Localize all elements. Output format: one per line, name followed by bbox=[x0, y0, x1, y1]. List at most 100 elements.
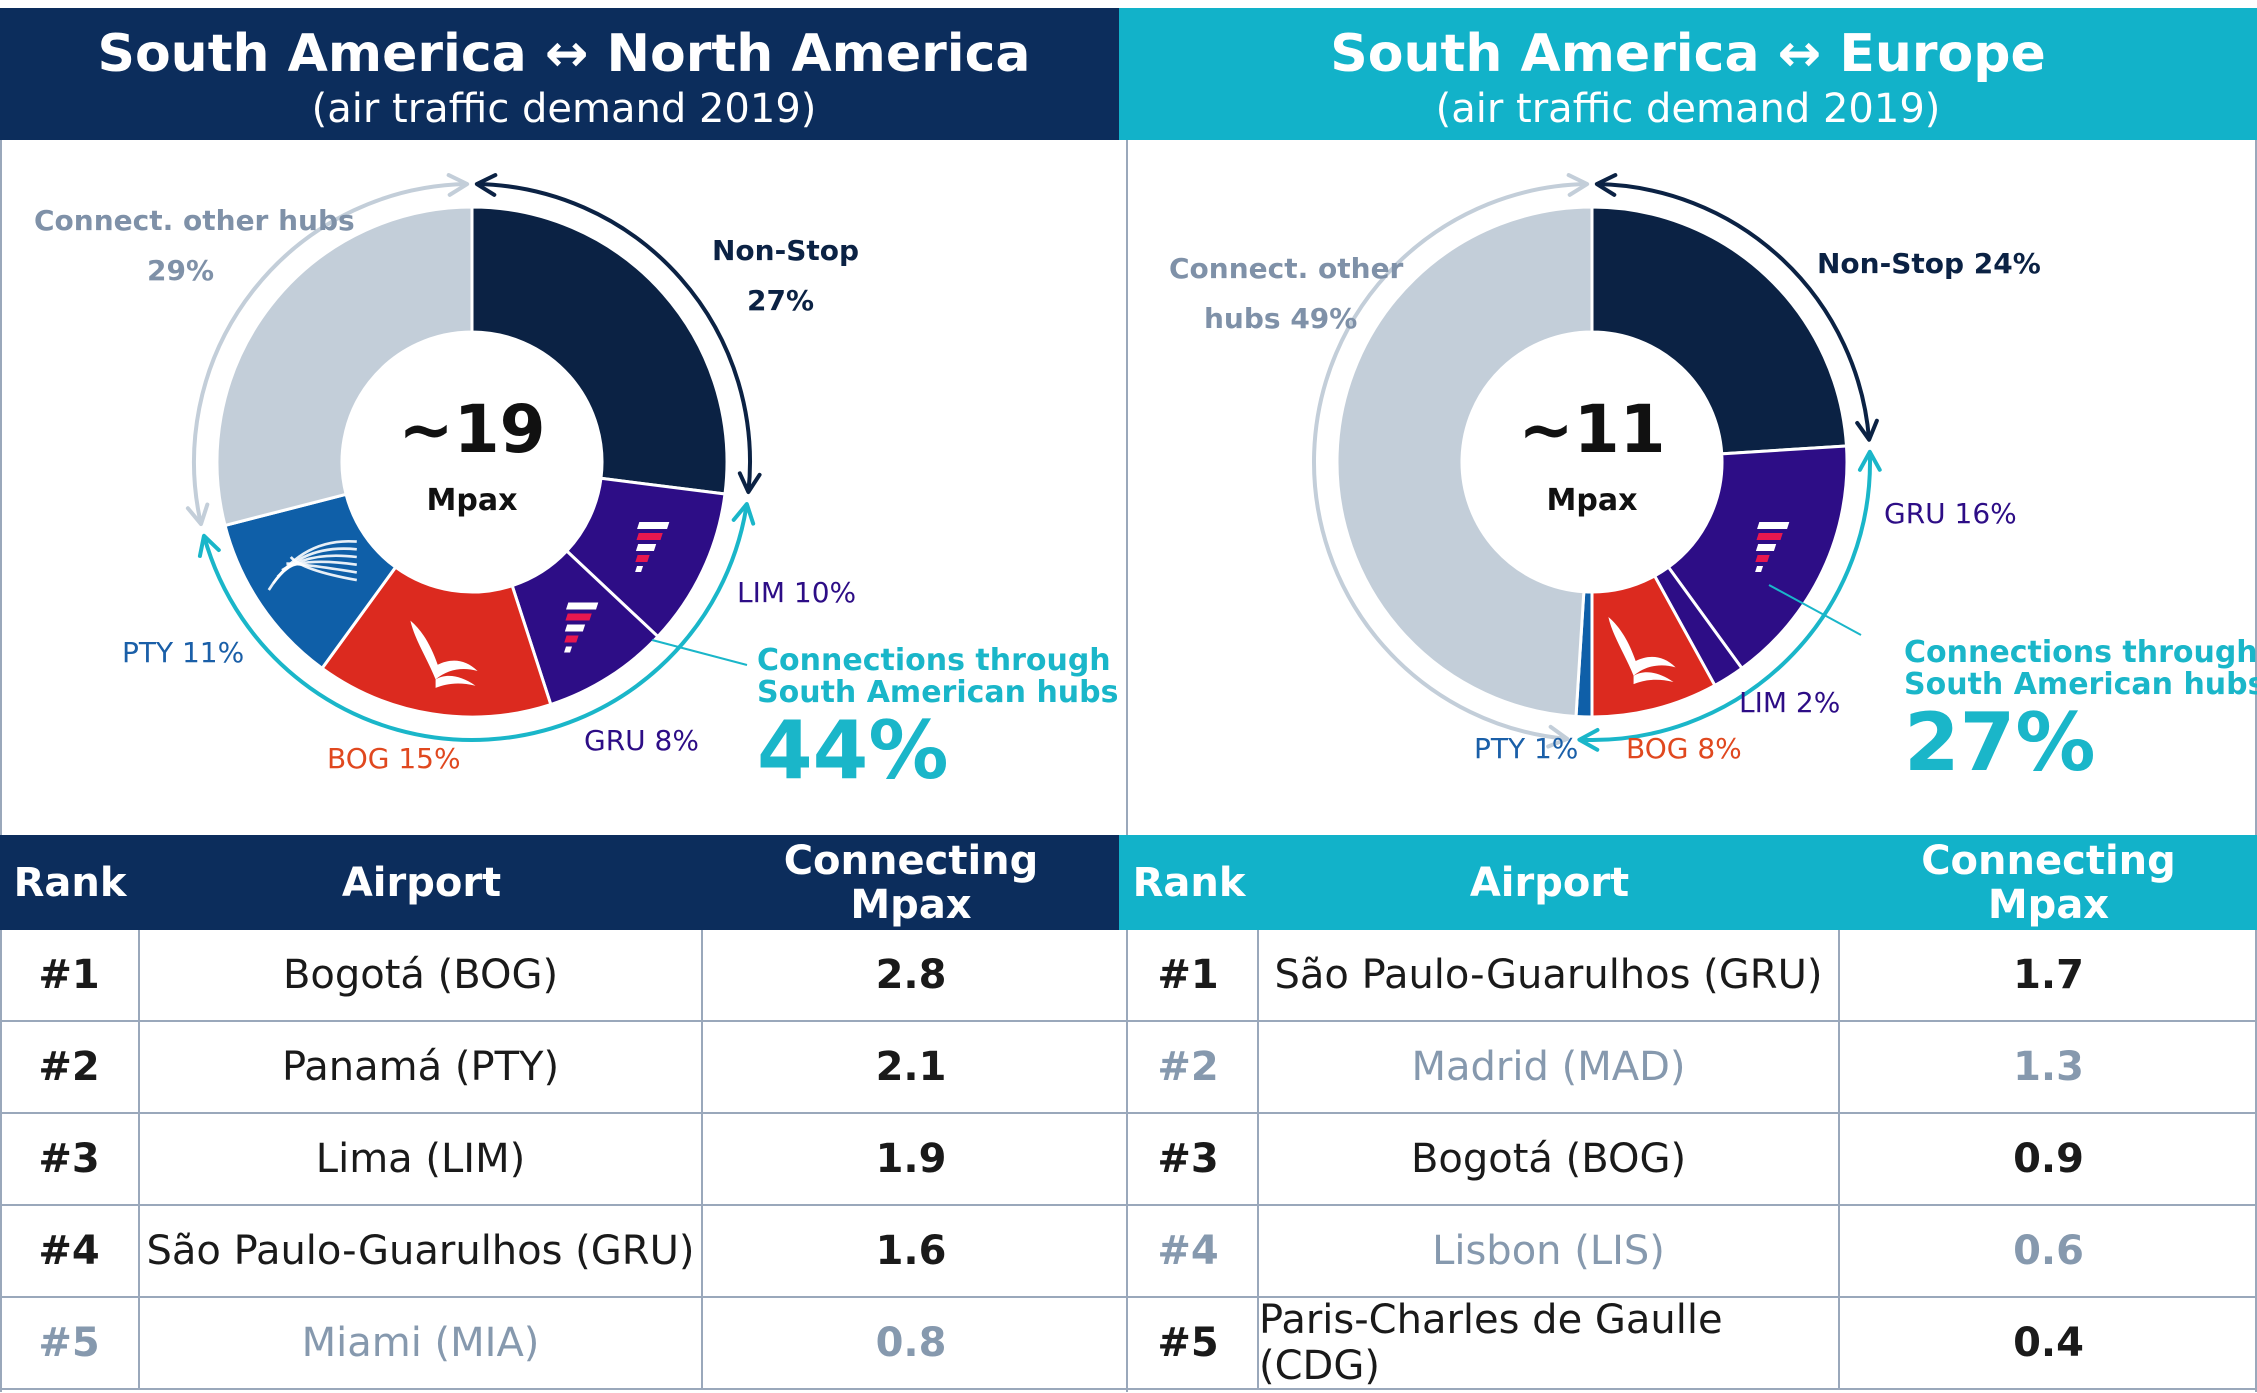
table-row: #3 Lima (LIM) 1.9 bbox=[0, 1114, 1128, 1206]
slice-label-lim: LIM 2% bbox=[1739, 686, 1840, 719]
table-row: #3 Bogotá (BOG) 0.9 bbox=[1119, 1114, 2257, 1206]
panel-subtitle: (air traffic demand 2019) bbox=[1435, 86, 1941, 132]
hubs-arrow-start bbox=[1857, 449, 1882, 472]
table-row: #2 Panamá (PTY) 2.1 bbox=[0, 1022, 1128, 1114]
table-row: #4 São Paulo-Guarulhos (GRU) 1.6 bbox=[0, 1206, 1128, 1298]
airport-cell: Panamá (PTY) bbox=[140, 1022, 703, 1112]
rank-cell: #3 bbox=[0, 1114, 140, 1204]
connecting-mpax-cell: 1.9 bbox=[875, 1136, 947, 1182]
connecting-mpax-cell: 2.8 bbox=[875, 952, 947, 998]
table-row: #4 Lisbon (LIS) 0.6 bbox=[1119, 1206, 2257, 1298]
donut-chart-north-america: ~19 Mpax Non-Stop 27% LIM 10% GRU 8% BOG 15% PT… bbox=[0, 140, 1128, 835]
nonstop-arrow-end bbox=[1855, 418, 1879, 442]
slice-label-gru: GRU 16% bbox=[1884, 497, 2017, 530]
slice-label-other-pct: hubs 49% bbox=[1204, 302, 1357, 335]
nonstop-arrow-start bbox=[474, 173, 498, 197]
hubs-arrow-end bbox=[197, 533, 221, 558]
airport-cell: Miami (MIA) bbox=[140, 1298, 703, 1388]
connecting-mpax-cell: 1.3 bbox=[2013, 1044, 2084, 1090]
rank-cell: #2 bbox=[0, 1022, 140, 1112]
other-arrow-end bbox=[1566, 173, 1590, 197]
header-rank: Rank bbox=[13, 859, 127, 906]
rank-cell: #1 bbox=[0, 930, 140, 1020]
header-europe: South America ↔ Europe (air traffic dema… bbox=[1119, 8, 2257, 140]
slice-label-bog: BOG 8% bbox=[1626, 732, 1742, 765]
slice-label-other: Connect. other bbox=[1169, 252, 1404, 285]
hubs-bracket-arc bbox=[1579, 451, 1872, 742]
donut-slice-nonstop bbox=[470, 205, 729, 496]
rank-cell: #1 bbox=[1119, 930, 1259, 1020]
rank-cell: #3 bbox=[1119, 1114, 1259, 1204]
panel-title: South America ↔ Europe bbox=[1330, 24, 2046, 84]
other-arrow-end bbox=[446, 173, 470, 197]
airport-cell: Paris-Charles de Gaulle (CDG) bbox=[1259, 1297, 1840, 1389]
slice-label-nonstop-pct: 27% bbox=[747, 284, 814, 317]
table-header: Rank Airport Connecting Mpax bbox=[1119, 835, 2257, 930]
other-hubs-bracket-arc bbox=[192, 182, 468, 525]
center-total-value: ~19 bbox=[398, 391, 545, 468]
airport-cell: São Paulo-Guarulhos (GRU) bbox=[140, 1206, 703, 1296]
annotation-leader-line bbox=[1768, 584, 1862, 636]
panel-europe: South America ↔ Europe (air traffic dema… bbox=[1119, 0, 2257, 1393]
donut-chart-europe: ~11 Mpax Non-Stop 24% GRU 16% LIM 2% BOG 8% PT… bbox=[1119, 140, 2257, 835]
header-airport: Airport bbox=[341, 859, 502, 906]
ranking-table: #1 São Paulo-Guarulhos (GRU) 1.7 #2 Madrid (… bbox=[1119, 930, 2257, 1390]
ranking-table: #1 Bogotá (BOG) 2.8 #2 Panamá (PTY) 2.1 #3 Lima… bbox=[0, 930, 1128, 1390]
header-connecting-mpax: Connecting Mpax bbox=[1921, 837, 2176, 928]
slice-label-gru: GRU 8% bbox=[584, 724, 699, 757]
panel-subtitle: (air traffic demand 2019) bbox=[311, 86, 817, 132]
donut-slice-bog bbox=[320, 565, 553, 719]
airport-cell: Lisbon (LIS) bbox=[1259, 1206, 1840, 1296]
table-row: #2 Madrid (MAD) 1.3 bbox=[1119, 1022, 2257, 1114]
nonstop-arrow-end bbox=[737, 471, 762, 495]
copa-logo-icon bbox=[267, 539, 358, 591]
other-arrow-start bbox=[185, 502, 210, 527]
donut-slice-nonstop bbox=[1590, 205, 1849, 456]
slice-label-nonstop: Non-Stop bbox=[712, 234, 859, 267]
connecting-mpax-cell: 0.8 bbox=[875, 1320, 947, 1366]
panel-north-america: South America ↔ North America (air traff… bbox=[0, 0, 1128, 1393]
donut-slice-other bbox=[1335, 205, 1594, 719]
airport-cell: São Paulo-Guarulhos (GRU) bbox=[1259, 930, 1840, 1020]
slice-label-pty: PTY 11% bbox=[122, 636, 244, 669]
rank-cell: #4 bbox=[1119, 1206, 1259, 1296]
connections-label-line2: South American hubs bbox=[1904, 667, 2257, 702]
slice-label-bog: BOG 15% bbox=[327, 742, 461, 775]
latam-logo-icon bbox=[635, 521, 670, 572]
donut-chart-svg: ~11 Mpax Non-Stop 24% GRU 16% LIM 2% BOG 8% PT… bbox=[1169, 173, 2257, 789]
connections-percentage: 44% bbox=[757, 704, 948, 797]
avianca-logo-icon bbox=[1608, 616, 1676, 685]
airport-cell: Bogotá (BOG) bbox=[140, 930, 703, 1020]
other-hubs-bracket-arc bbox=[1312, 182, 1588, 741]
header-north-america: South America ↔ North America (air traff… bbox=[0, 8, 1128, 140]
airport-cell: Madrid (MAD) bbox=[1259, 1022, 1840, 1112]
connecting-mpax-cell: 0.9 bbox=[2013, 1136, 2084, 1182]
slice-label-other: Connect. other hubs bbox=[34, 204, 355, 237]
center-total-value: ~11 bbox=[1518, 391, 1665, 468]
connections-label-line1: Connections through bbox=[1904, 635, 2257, 670]
panel-title: South America ↔ North America bbox=[97, 24, 1031, 84]
slice-label-pty: PTY 1% bbox=[1474, 732, 1578, 765]
slice-label-other-pct: 29% bbox=[147, 254, 214, 287]
center-total-unit: Mpax bbox=[427, 483, 518, 518]
connections-label-line1: Connections through bbox=[757, 643, 1111, 678]
table-row: #5 Miami (MIA) 0.8 bbox=[0, 1298, 1128, 1390]
hubs-arrow-start bbox=[731, 502, 756, 526]
table-row: #1 São Paulo-Guarulhos (GRU) 1.7 bbox=[1119, 930, 2257, 1022]
latam-logo-icon bbox=[1755, 521, 1790, 572]
slice-label-lim: LIM 10% bbox=[737, 576, 856, 609]
header-airport: Airport bbox=[1469, 859, 1630, 906]
rank-cell: #4 bbox=[0, 1206, 140, 1296]
annotation-leader-line bbox=[651, 639, 748, 666]
airport-cell: Lima (LIM) bbox=[140, 1114, 703, 1204]
header-connecting-mpax: Connecting Mpax bbox=[783, 837, 1039, 928]
connections-percentage: 27% bbox=[1904, 696, 2095, 789]
table-header: Rank Airport Connecting Mpax bbox=[0, 835, 1128, 930]
table-row: #5 Paris-Charles de Gaulle (CDG) 0.4 bbox=[1119, 1297, 2257, 1390]
rank-cell: #2 bbox=[1119, 1022, 1259, 1112]
connecting-mpax-cell: 1.7 bbox=[2013, 952, 2084, 998]
nonstop-arrow-start bbox=[1594, 173, 1618, 197]
hubs-arrow-end bbox=[1577, 728, 1600, 752]
hubs-bracket-arc bbox=[202, 503, 749, 742]
nonstop-bracket-arc bbox=[1596, 182, 1872, 440]
